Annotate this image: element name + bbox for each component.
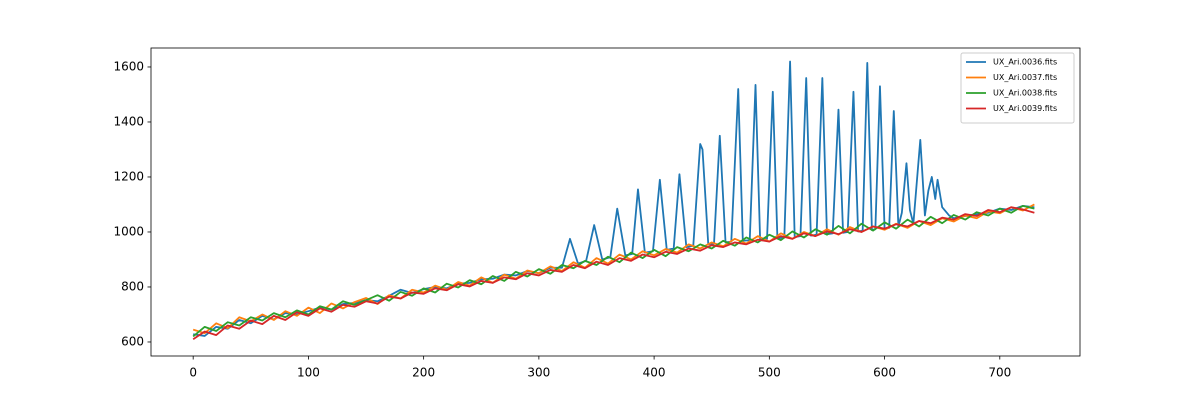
legend-label: UX_Ari.0036.fits bbox=[993, 58, 1057, 67]
y-tick-label: 1600 bbox=[113, 59, 144, 73]
y-tick-label: 1000 bbox=[113, 224, 144, 238]
x-tick-label: 100 bbox=[297, 366, 320, 380]
line-series bbox=[192, 204, 1035, 338]
x-tick-label: 500 bbox=[758, 366, 781, 380]
x-tick-label: 700 bbox=[988, 366, 1011, 380]
y-tick-label: 1200 bbox=[113, 169, 144, 183]
line-series bbox=[193, 60, 1035, 337]
line-series bbox=[192, 206, 1035, 340]
legend-box bbox=[960, 52, 1075, 124]
legend-label: UX_Ari.0039.fits bbox=[993, 104, 1057, 113]
legend-label: UX_Ari.0038.fits bbox=[993, 89, 1057, 98]
x-tick-label: 300 bbox=[527, 366, 550, 380]
axes-frame bbox=[150, 47, 1081, 357]
x-tick-label: 600 bbox=[873, 366, 896, 380]
legend: UX_Ari.0036.fits UX_Ari.0037.fits UX_Ari.0… bbox=[960, 52, 1075, 124]
y-tick-label: 1400 bbox=[113, 114, 144, 128]
y-tick-label: 600 bbox=[121, 334, 144, 348]
x-tick-label: 400 bbox=[643, 366, 666, 380]
x-tick-label: 200 bbox=[412, 366, 435, 380]
y-tick-label: 800 bbox=[121, 279, 144, 293]
x-tick-label: 0 bbox=[189, 366, 197, 380]
legend-label: UX_Ari.0037.fits bbox=[993, 73, 1057, 82]
